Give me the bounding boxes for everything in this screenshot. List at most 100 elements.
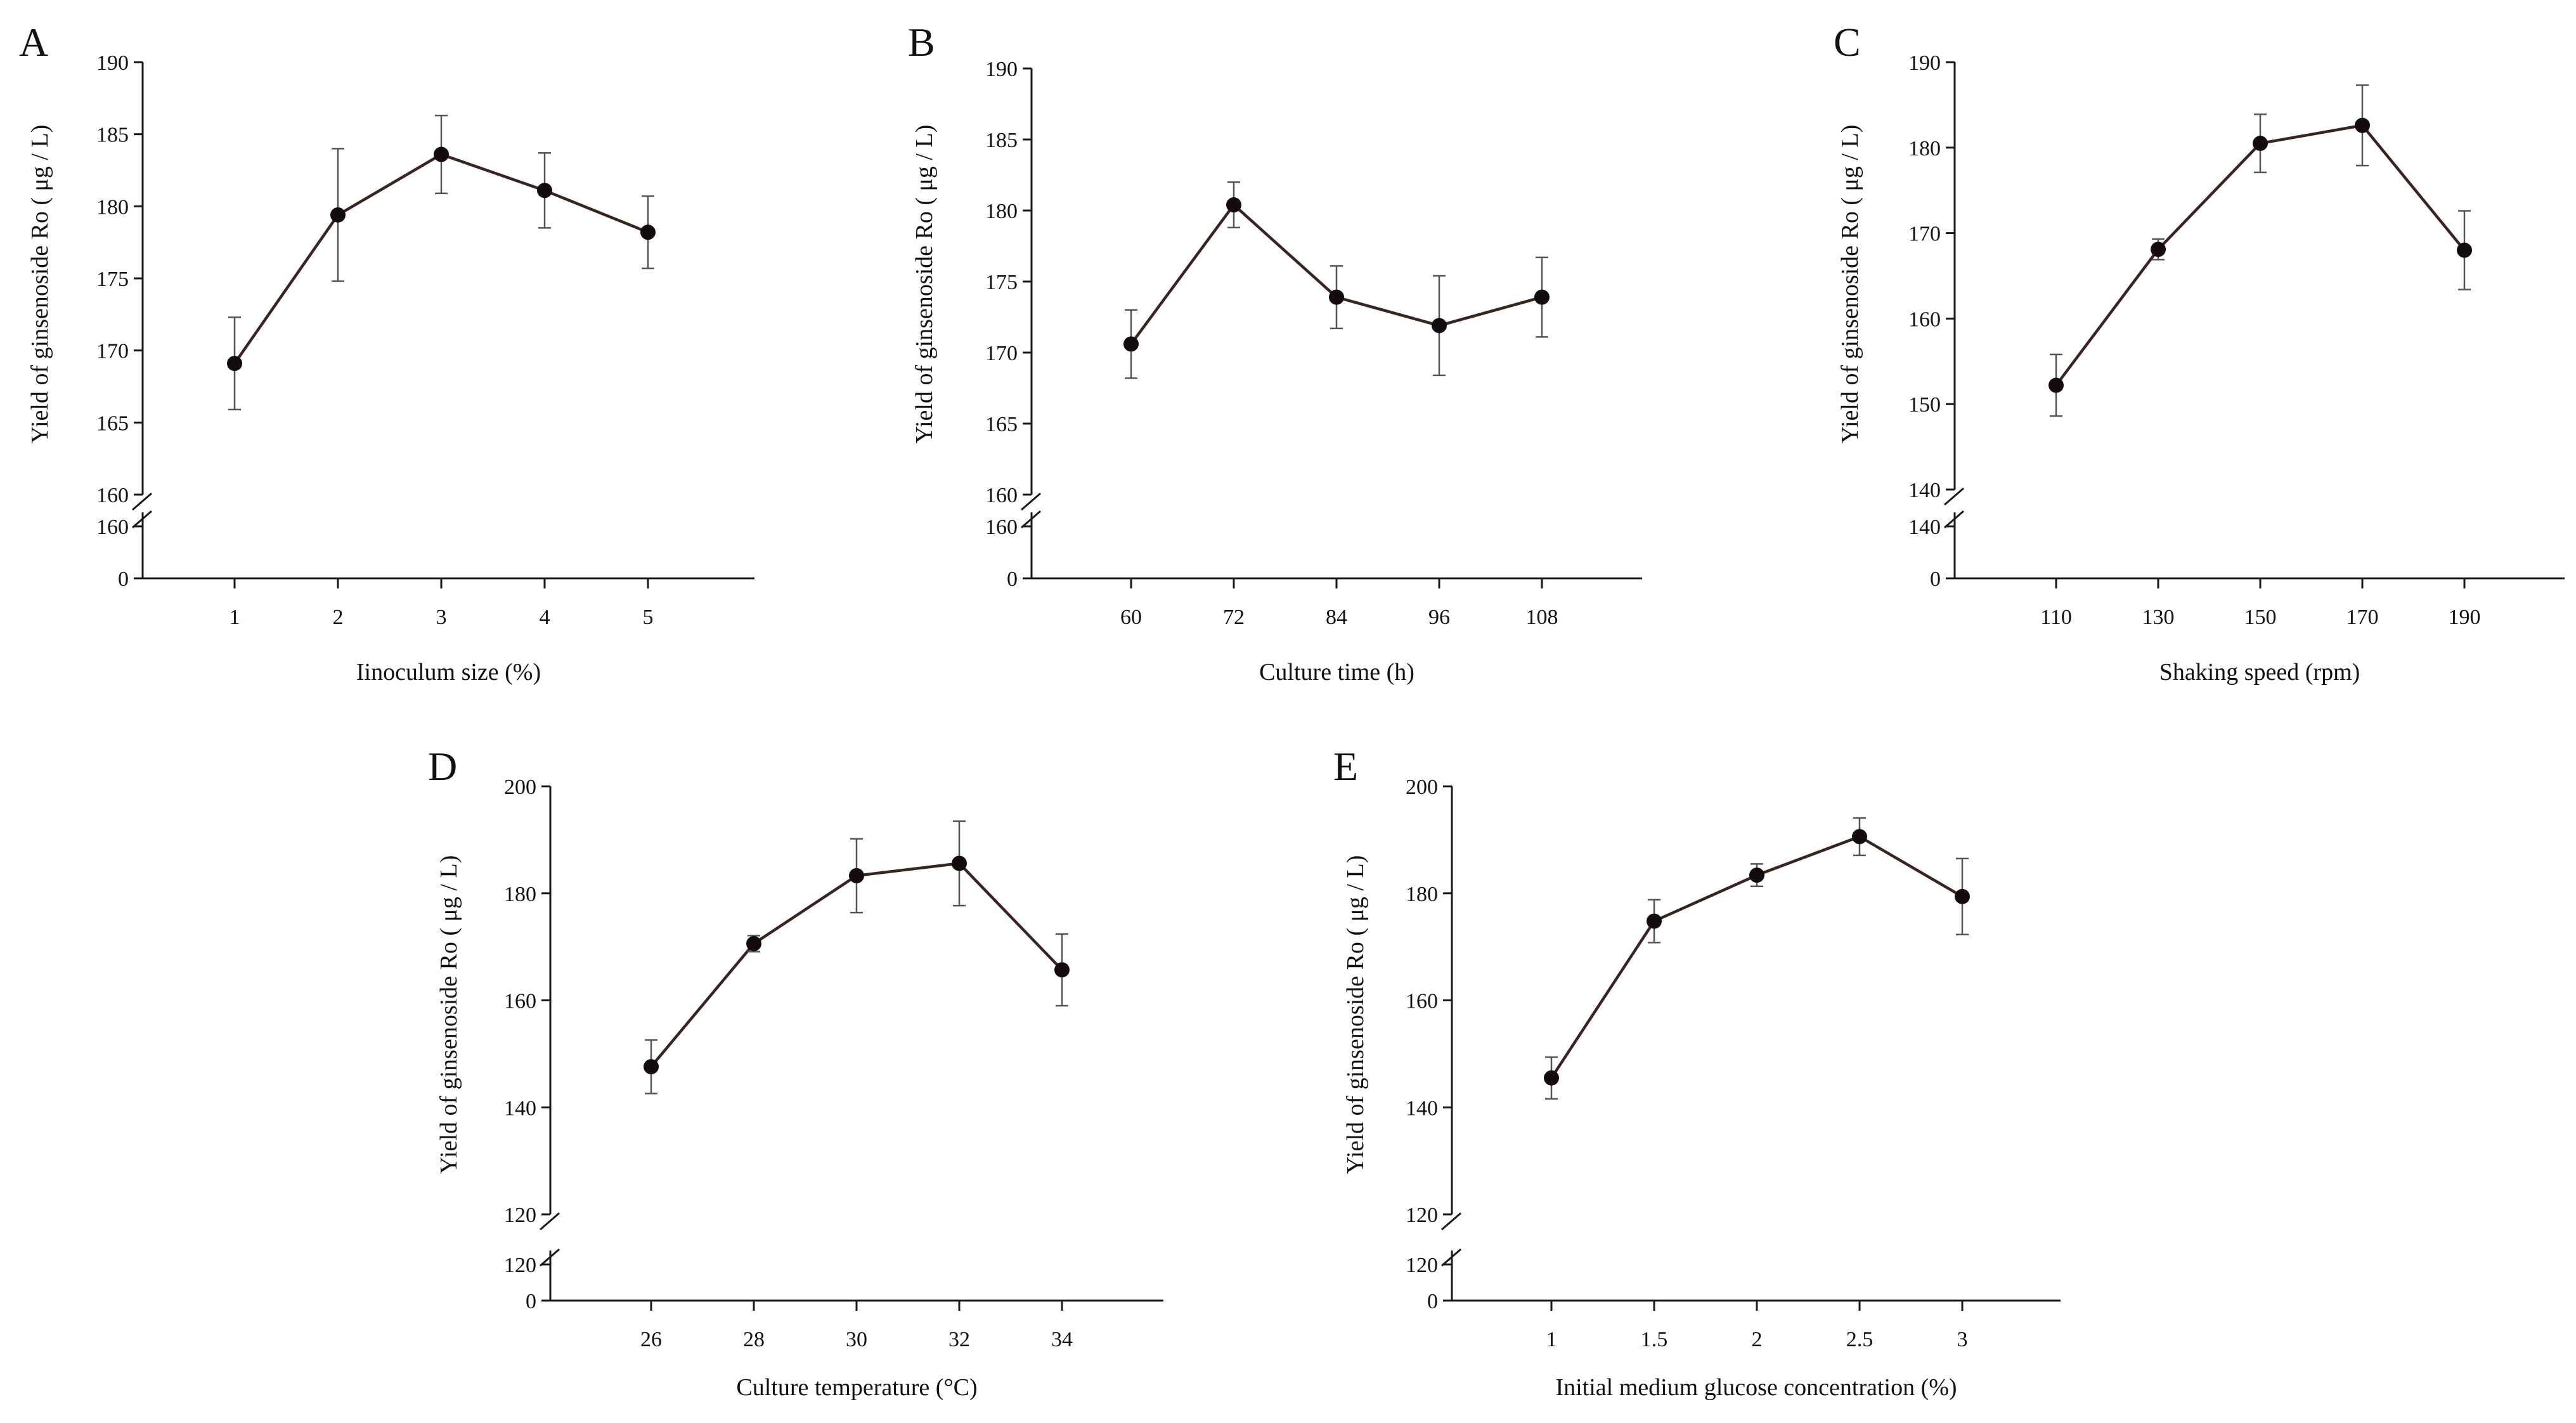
y-tick-label: 180 [96,195,129,219]
y-tick-label: 120 [504,1204,536,1227]
data-point [2049,377,2064,393]
data-point [1852,829,1867,845]
data-point [1647,913,1662,929]
y-tick-label: 140 [1406,1096,1438,1120]
data-point [640,224,656,240]
x-axis-title: Culture time (h) [1259,659,1414,686]
x-tick-label: 30 [846,1328,867,1351]
panel-letter: A [19,20,48,65]
data-point [1534,289,1550,305]
y-tick-label: 185 [96,124,129,147]
x-tick-label: 1 [230,606,240,629]
axis-break-mark [1441,1212,1461,1231]
y-tick-label: 175 [96,268,129,291]
y-axis-title: Yield of ginsenoside Ro ( μg / L) [27,125,53,444]
axis-break-mark [1944,510,1964,529]
y-tick-label: 165 [985,413,1018,436]
data-point [2355,117,2370,133]
x-tick-label: 2 [1752,1328,1763,1351]
x-tick-label: 34 [1051,1328,1073,1351]
y-tick-label: 180 [1908,137,1941,160]
x-axis-title: Culture temperature (°C) [736,1374,977,1401]
y-tick-label: 0 [1007,568,1018,591]
y-tick-label: 0 [118,568,129,591]
y-tick-label: 200 [504,776,536,799]
x-tick-label: 1 [1546,1328,1557,1351]
axis-break-mark [132,510,152,529]
panel-c: C 140 150 160 170 180 190 0 140 110 130 150 170 190 Sh… [1834,20,2565,686]
y-tick-label: 170 [96,340,129,363]
x-tick-label: 96 [1428,606,1450,629]
y-tick-label: 175 [985,271,1018,294]
data-point [849,867,864,883]
y-tick-label: 180 [1406,883,1438,906]
x-tick-label: 3 [436,606,447,629]
x-axis-title: Iinoculum size (%) [356,659,541,686]
x-tick-label: 26 [640,1328,662,1351]
x-tick-label: 170 [2346,606,2379,629]
x-axis-title: Initial medium glucose concentration (%) [1555,1374,1957,1401]
y-tick-label: 190 [1908,51,1941,75]
axis-break-mark [1944,487,1964,506]
x-axis-title: Shaking speed (rpm) [2159,659,2360,686]
y-tick-label: 160 [1406,990,1438,1013]
y-tick-label: 0 [1427,1290,1438,1313]
data-point [227,356,242,372]
x-tick-label: 72 [1223,606,1245,629]
y-tick-label: 160 [504,990,536,1013]
data-point [2457,242,2472,258]
axis-break-mark [1441,1248,1461,1267]
y-axis-title: Yield of ginsenoside Ro ( μg / L) [436,855,462,1174]
axis-break-mark [1021,492,1041,511]
y-tick-label: 200 [1406,776,1438,799]
data-point [1226,197,1241,213]
x-tick-label: 60 [1120,606,1142,629]
data-point [1544,1070,1559,1086]
y-tick-label: 160 [96,484,129,507]
y-tick-label: 160 [985,484,1018,507]
y-tick-label: 190 [985,58,1018,81]
panel-letter: D [428,744,457,789]
axis-break-mark [1021,510,1041,529]
y-tick-label: 140 [1908,516,1941,539]
x-tick-label: 110 [2040,606,2072,629]
x-tick-label: 150 [2244,606,2277,629]
data-point [2253,136,2268,152]
data-point [1955,888,1970,904]
x-tick-label: 190 [2449,606,2481,629]
y-tick-label: 120 [1406,1254,1438,1277]
y-tick-label: 190 [96,51,129,75]
x-tick-label: 108 [1526,606,1558,629]
axis-break-mark [540,1212,560,1231]
y-tick-label: 140 [1908,479,1941,502]
y-axis-title: Yield of ginsenoside Ro ( μg / L) [1342,855,1369,1174]
panel-letter: E [1333,744,1358,789]
x-tick-label: 3 [1957,1328,1968,1351]
y-tick-label: 180 [985,200,1018,223]
data-point [746,936,761,952]
data-point [1749,867,1764,883]
y-tick-label: 170 [985,342,1018,365]
y-tick-label: 160 [96,516,129,539]
data-point [330,207,346,223]
y-tick-label: 120 [504,1254,536,1277]
y-tick-label: 185 [985,129,1018,152]
x-tick-label: 28 [743,1328,765,1351]
data-point [1329,289,1344,305]
y-tick-label: 160 [985,516,1018,539]
data-point [1123,336,1139,352]
y-tick-label: 150 [1908,393,1941,417]
axis-break-mark [540,1248,560,1267]
x-tick-label: 5 [643,606,654,629]
panel-a: A 160 165 170 175 180 185 190 0 160 1 2 3 4 5 Iinoculum… [19,20,754,686]
y-tick-label: 165 [96,412,129,435]
y-tick-label: 170 [1908,223,1941,246]
y-tick-label: 160 [1908,308,1941,331]
x-tick-label: 84 [1326,606,1347,629]
data-point [1054,962,1070,978]
data-point [644,1059,659,1075]
data-point [1432,318,1447,334]
y-tick-label: 0 [1930,568,1941,591]
